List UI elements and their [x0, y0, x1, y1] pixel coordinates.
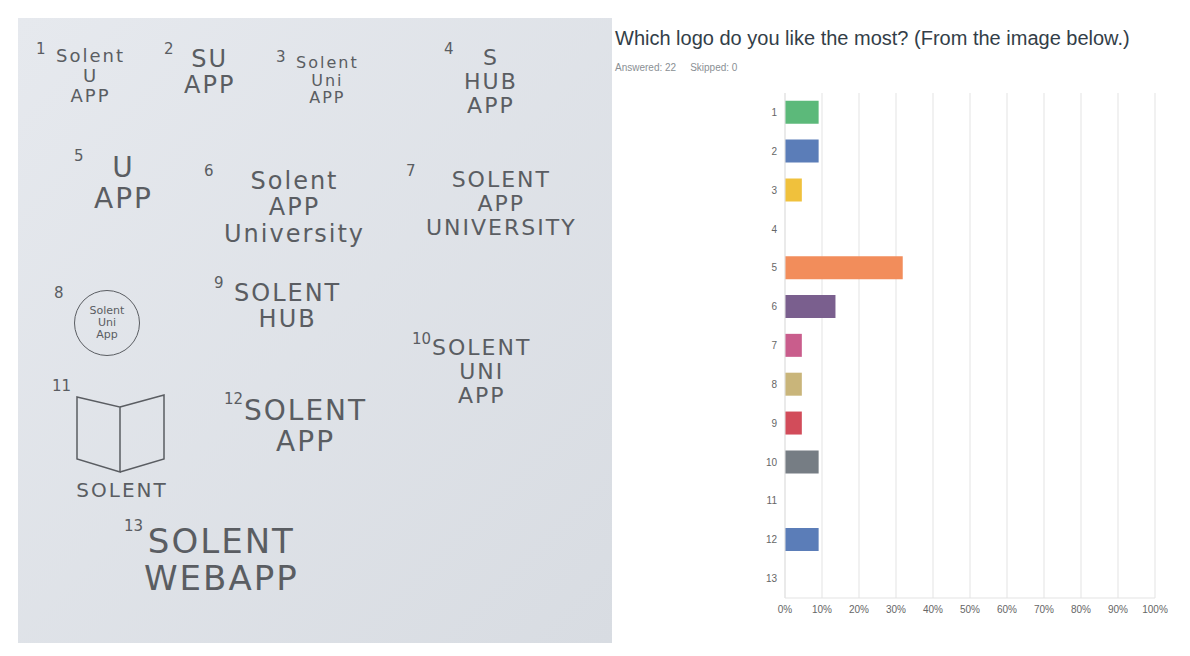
svg-text:10%: 10% — [812, 604, 832, 615]
svg-text:9: 9 — [771, 418, 777, 429]
svg-text:11: 11 — [767, 495, 778, 506]
html-text:App: App — [96, 328, 118, 341]
html-text:SOLENT: SOLENT — [76, 478, 168, 502]
html-text:APP: APP — [309, 88, 346, 108]
svg-text:8: 8 — [771, 379, 777, 390]
svg-text:6: 6 — [771, 301, 777, 312]
svg-text:90%: 90% — [1108, 604, 1128, 615]
svg-text:20%: 20% — [849, 604, 869, 615]
html-text:APP: APP — [184, 71, 236, 100]
svg-text:13: 13 — [766, 573, 778, 584]
html-text:APP: APP — [276, 424, 335, 458]
html-text:7: 7 — [406, 162, 416, 180]
html-text:APP: APP — [457, 383, 506, 409]
svg-text:1: 1 — [771, 107, 777, 118]
html-text:APP: APP — [477, 191, 526, 217]
html-text:Uni: Uni — [98, 316, 116, 329]
html-text:U: U — [112, 151, 135, 184]
html-text:Answered: 22: Answered: 22 — [615, 62, 677, 73]
html-text:SOLENT: SOLENT — [147, 521, 295, 561]
svg-text:60%: 60% — [997, 604, 1017, 615]
html-text:SOLENT: SOLENT — [234, 279, 342, 307]
svg-text:30%: 30% — [886, 604, 906, 615]
html-text:UNIVERSITY: UNIVERSITY — [426, 215, 577, 241]
html-text:3: 3 — [276, 48, 286, 66]
svg-text:12: 12 — [766, 534, 778, 545]
svg-text:80%: 80% — [1071, 604, 1091, 615]
html-text:10SOLENT: 10SOLENT — [412, 330, 532, 360]
svg-text:3: 3 — [771, 185, 777, 196]
html-text:U: U — [82, 64, 99, 86]
svg-text:10: 10 — [766, 457, 778, 468]
html-text:Which logo do you like the mos: Which logo do you like the most? (From t… — [615, 27, 1130, 49]
svg-text:70%: 70% — [1034, 604, 1054, 615]
svg-text:40%: 40% — [923, 604, 943, 615]
html-text:13: 13 — [124, 517, 144, 535]
svg-text:2: 2 — [771, 146, 777, 157]
html-text:APP: APP — [467, 93, 515, 119]
svg-text:0%: 0% — [778, 604, 793, 615]
html-text:APP: APP — [70, 84, 111, 106]
html-text:2: 2 — [164, 40, 174, 58]
html-text:Solent: Solent — [296, 53, 359, 72]
html-text:Solent: Solent — [89, 303, 125, 317]
html-text:9: 9 — [214, 274, 224, 292]
html-text:SOLENT: SOLENT — [451, 167, 551, 192]
html-text:5: 5 — [74, 147, 84, 165]
html-text:Solent: Solent — [56, 45, 125, 66]
html-text:APP: APP — [94, 181, 153, 215]
html-text:HUB: HUB — [258, 305, 317, 334]
html-text:Solent: Solent — [250, 167, 339, 195]
html-text:APP: APP — [268, 193, 321, 222]
svg-text:50%: 50% — [960, 604, 980, 615]
html-text:S: S — [482, 45, 499, 70]
html-text:University: University — [224, 219, 366, 248]
html-text:4: 4 — [444, 40, 454, 58]
html-text:12SOLENT: 12SOLENT — [224, 390, 368, 427]
svg-text:5: 5 — [771, 262, 777, 273]
html-text:UNI: UNI — [459, 359, 505, 385]
html-text:1: 1 — [36, 40, 46, 58]
svg-text:7: 7 — [771, 340, 777, 351]
html-text:8: 8 — [54, 284, 64, 302]
html-text:11: 11 — [52, 377, 72, 395]
svg-text:100%: 100% — [1142, 604, 1168, 615]
html-text:SU: SU — [191, 45, 229, 73]
html-text:Skipped: 0: Skipped: 0 — [690, 62, 738, 73]
html-text:HUB: HUB — [464, 69, 518, 95]
svg-text:4: 4 — [771, 224, 777, 235]
html-text:WEBAPP: WEBAPP — [144, 558, 299, 599]
html-text:6: 6 — [204, 162, 214, 180]
html-text:Uni: Uni — [311, 70, 344, 90]
